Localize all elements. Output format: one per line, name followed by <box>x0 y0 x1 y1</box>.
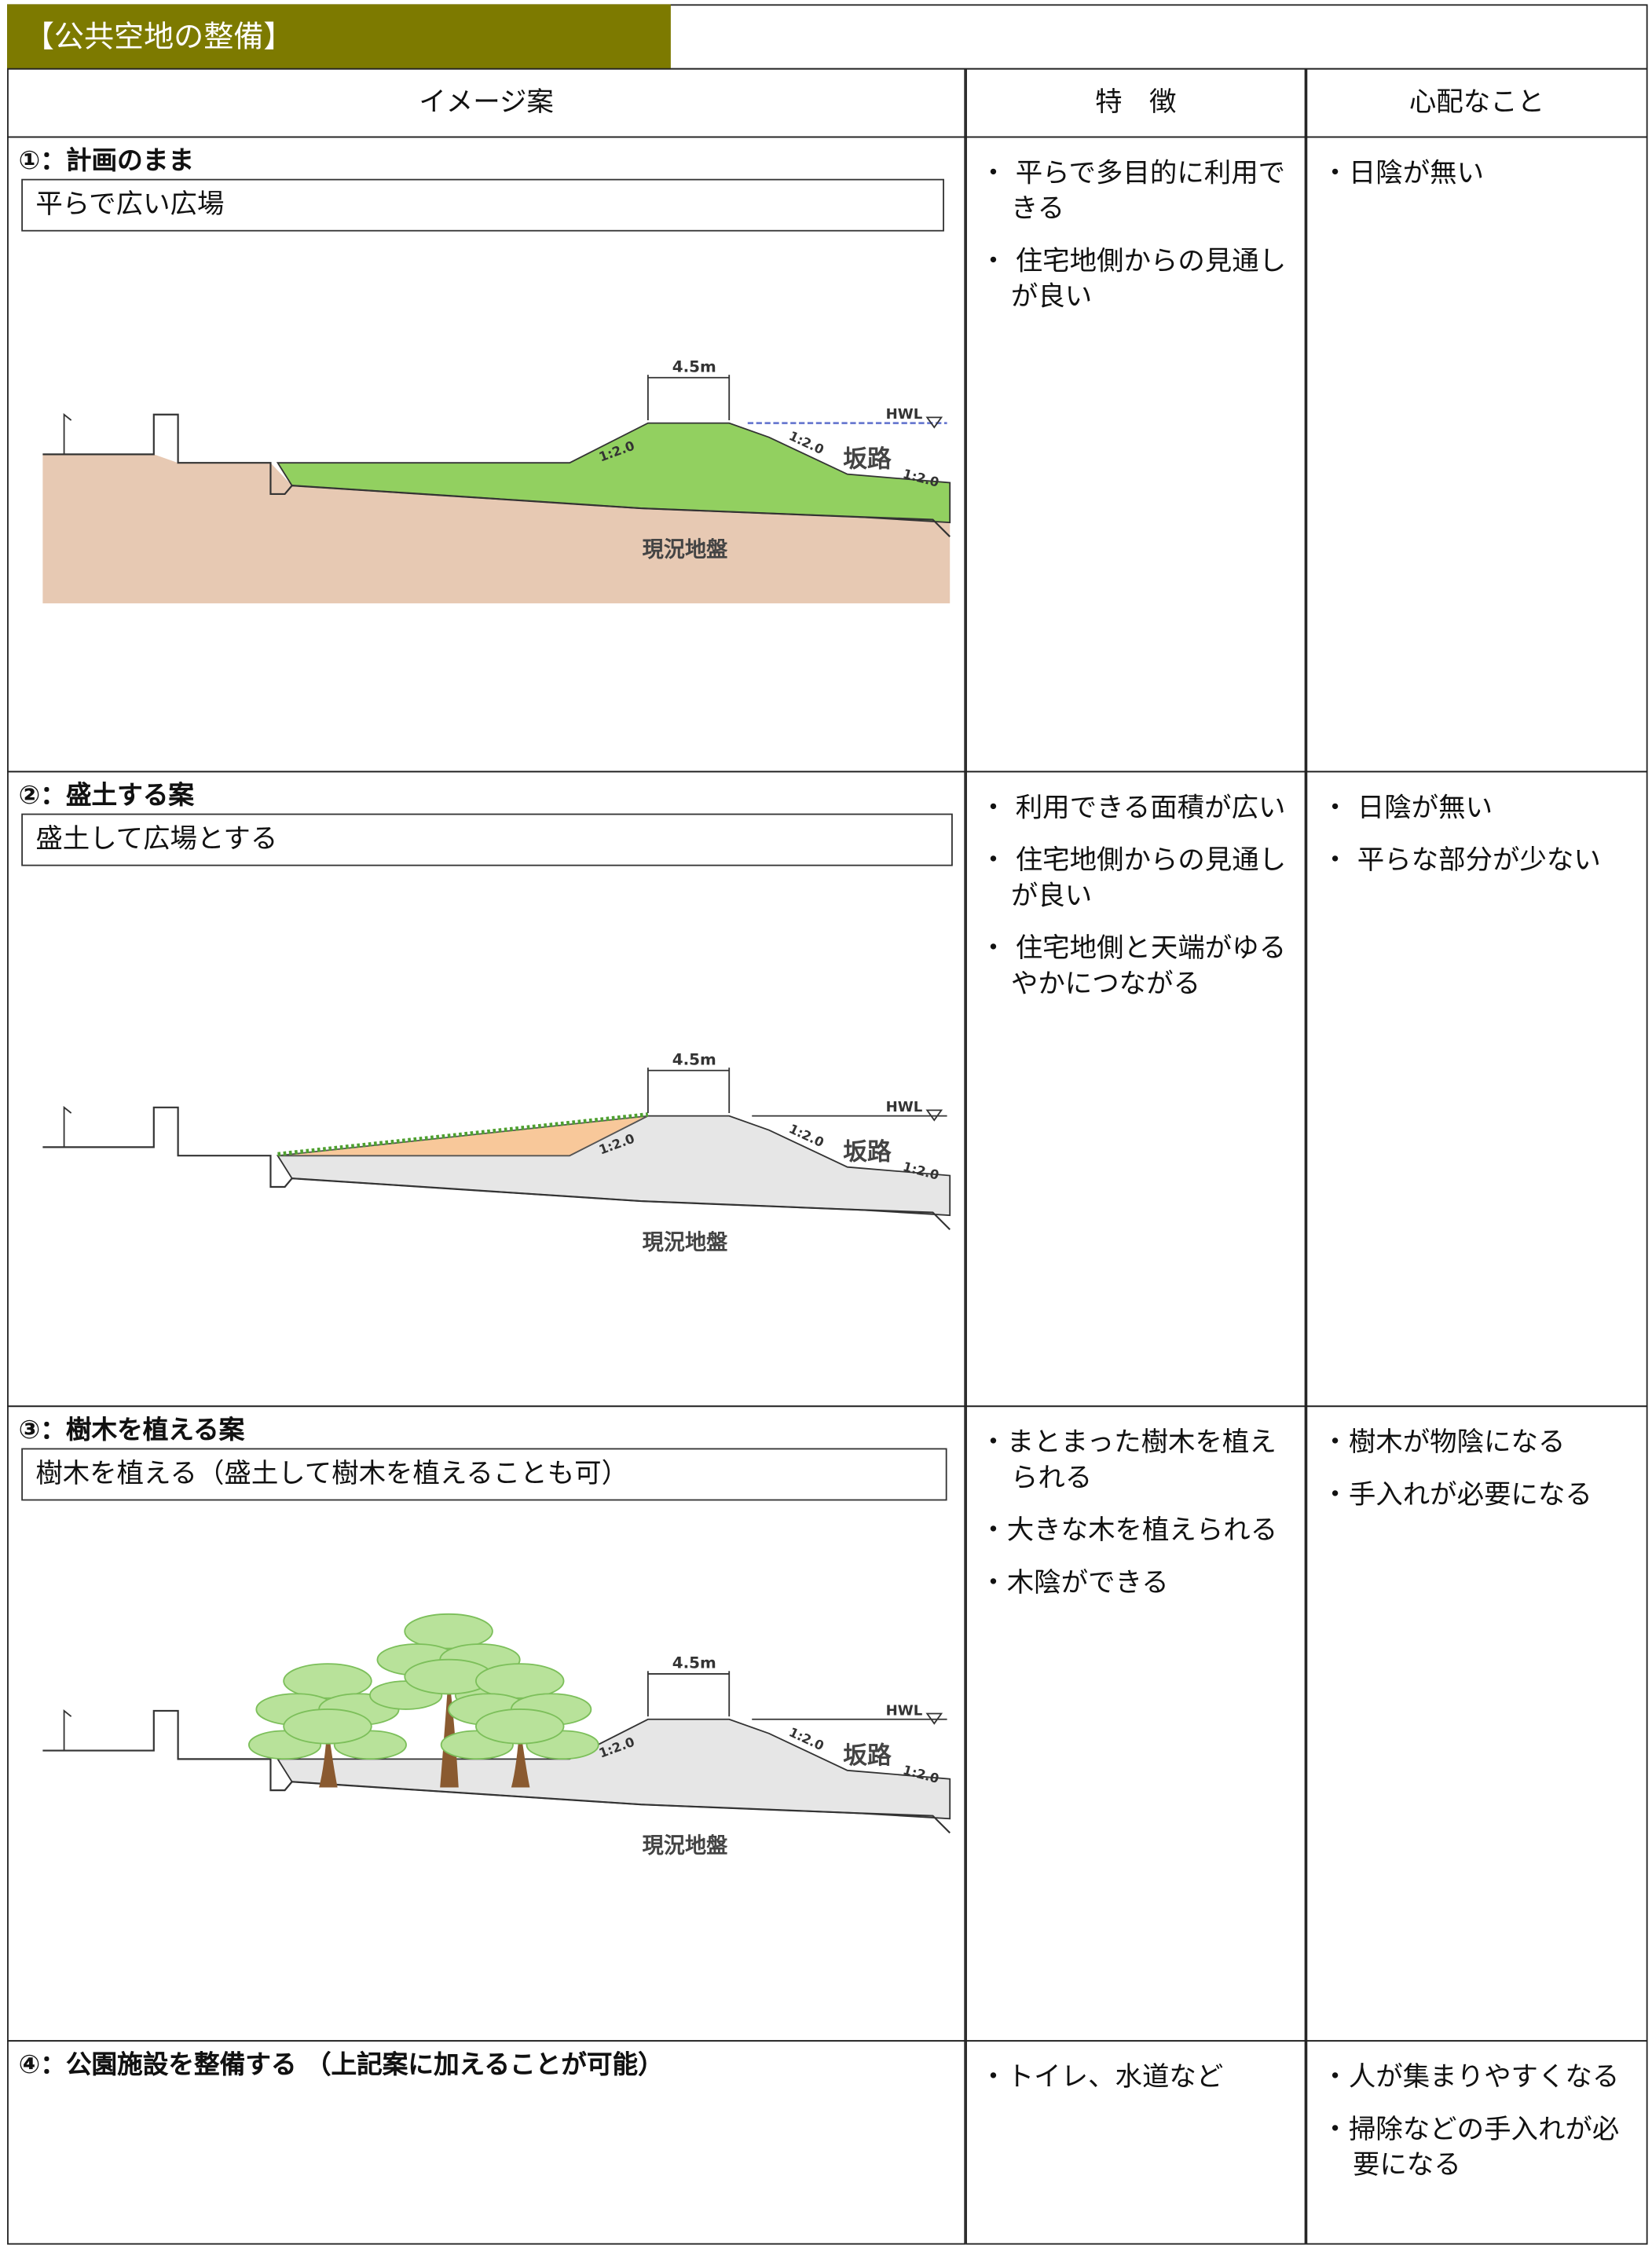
tree-crown <box>283 1708 372 1745</box>
feature-item: ・ 利用できる面積が広い <box>980 792 1286 824</box>
ground-line <box>42 413 951 537</box>
concern-item: ・ 平らな部分が少ない <box>1321 844 1601 877</box>
tree-trunk <box>319 1723 338 1788</box>
hwl-label: HWL <box>886 1702 923 1719</box>
concern-list: ・人が集まりやすくなる・掃除などの手入れが必要になる <box>1321 2060 1642 2201</box>
ramp-label: 坂路 <box>843 445 892 474</box>
concern-item: ・日陰が無い <box>1321 157 1485 189</box>
width-label: 4.5m <box>672 358 716 376</box>
column-header: 特 徴 <box>965 68 1306 138</box>
concern-list: ・ 日陰が無い・ 平らな部分が少ない <box>1321 791 1642 896</box>
ramp-label: 坂路 <box>843 1741 892 1770</box>
row-caption: 樹木を植える（盛土して樹木を植えることも可） <box>21 1448 947 1501</box>
ground-line <box>42 1106 951 1230</box>
ground-label: 現況地盤 <box>643 1834 729 1859</box>
hwl-mark <box>925 1712 943 1725</box>
concern-list: ・日陰が無い <box>1321 156 1642 209</box>
width-label: 4.5m <box>672 1654 716 1672</box>
feature-item: ・木陰ができる <box>980 1567 1169 1599</box>
row-label: ①：計画のまま <box>18 146 195 177</box>
hwl-label: HWL <box>886 1099 923 1115</box>
fence <box>63 1709 72 1751</box>
tree-crown <box>474 1663 565 1699</box>
ground-line <box>42 1709 951 1834</box>
hwl-mark <box>925 416 943 429</box>
feature-list: ・ 利用できる面積が広い・ 住宅地側からの見通しが良い・ 住宅地側と天端がゆるや… <box>980 791 1300 1020</box>
tree-crown <box>404 1613 493 1650</box>
grass <box>277 1112 649 1157</box>
table-cell <box>1306 136 1648 773</box>
concern-list: ・樹木が物陰になる ・手入れが必要になる <box>1321 1426 1642 1531</box>
feature-item: ・トイレ、水道など <box>980 2061 1224 2093</box>
ramp-label: 坂路 <box>843 1138 892 1166</box>
tree-trunk <box>440 1673 459 1788</box>
concern-item: ・掃除などの手入れが必要になる <box>1321 2114 1620 2181</box>
feature-list: ・トイレ、水道など <box>980 2060 1300 2113</box>
feature-item: ・大きな木を植えられる <box>980 1514 1278 1547</box>
tree-crown <box>283 1663 372 1699</box>
ground-label: 現況地盤 <box>643 1231 729 1255</box>
fence <box>63 412 72 455</box>
concern-item: ・樹木が物陰になる <box>1321 1426 1566 1459</box>
row-label: ②：盛土する案 <box>18 781 195 811</box>
row-label: ④：公園施設を整備する （上記案に加えることが可能） <box>18 2049 664 2080</box>
column-header: イメージ案 <box>7 68 966 138</box>
feature-list: ・まとまった樹木を植えられる・大きな木を植えられる ・木陰ができる <box>980 1426 1300 1619</box>
feature-item: ・ 平らで多目的に利用できる <box>980 157 1286 225</box>
hwl-mark <box>925 1109 943 1122</box>
column-header: 心配なこと <box>1306 68 1648 138</box>
fence <box>63 1105 72 1148</box>
concern-item: ・ 日陰が無い <box>1321 792 1493 824</box>
feature-item: ・ 住宅地側からの見通しが良い <box>980 844 1287 912</box>
row-caption: 盛土して広場とする <box>21 813 953 866</box>
tree-trunk <box>511 1723 530 1788</box>
feature-item: ・まとまった樹木を植えられる <box>980 1426 1277 1494</box>
hwl-label: HWL <box>886 406 923 423</box>
ground-label: 現況地盤 <box>643 538 729 562</box>
existing-ground <box>42 454 951 604</box>
feature-list: ・ 平らで多目的に利用できる・ 住宅地側からの見通しが良い <box>980 156 1300 332</box>
concern-item: ・人が集まりやすくなる <box>1321 2061 1620 2093</box>
header-title: 【公共空地の整備】 <box>7 4 671 70</box>
row-label: ③：樹木を植える案 <box>18 1415 245 1445</box>
row-caption: 平らで広い広場 <box>21 178 944 232</box>
feature-item: ・ 住宅地側からの見通しが良い <box>980 245 1287 313</box>
concern-item: ・手入れが必要になる <box>1321 1479 1592 1511</box>
width-label: 4.5m <box>672 1051 716 1069</box>
tree-crown <box>474 1708 565 1745</box>
feature-item: ・ 住宅地側と天端がゆるやかにつながる <box>980 932 1287 1000</box>
